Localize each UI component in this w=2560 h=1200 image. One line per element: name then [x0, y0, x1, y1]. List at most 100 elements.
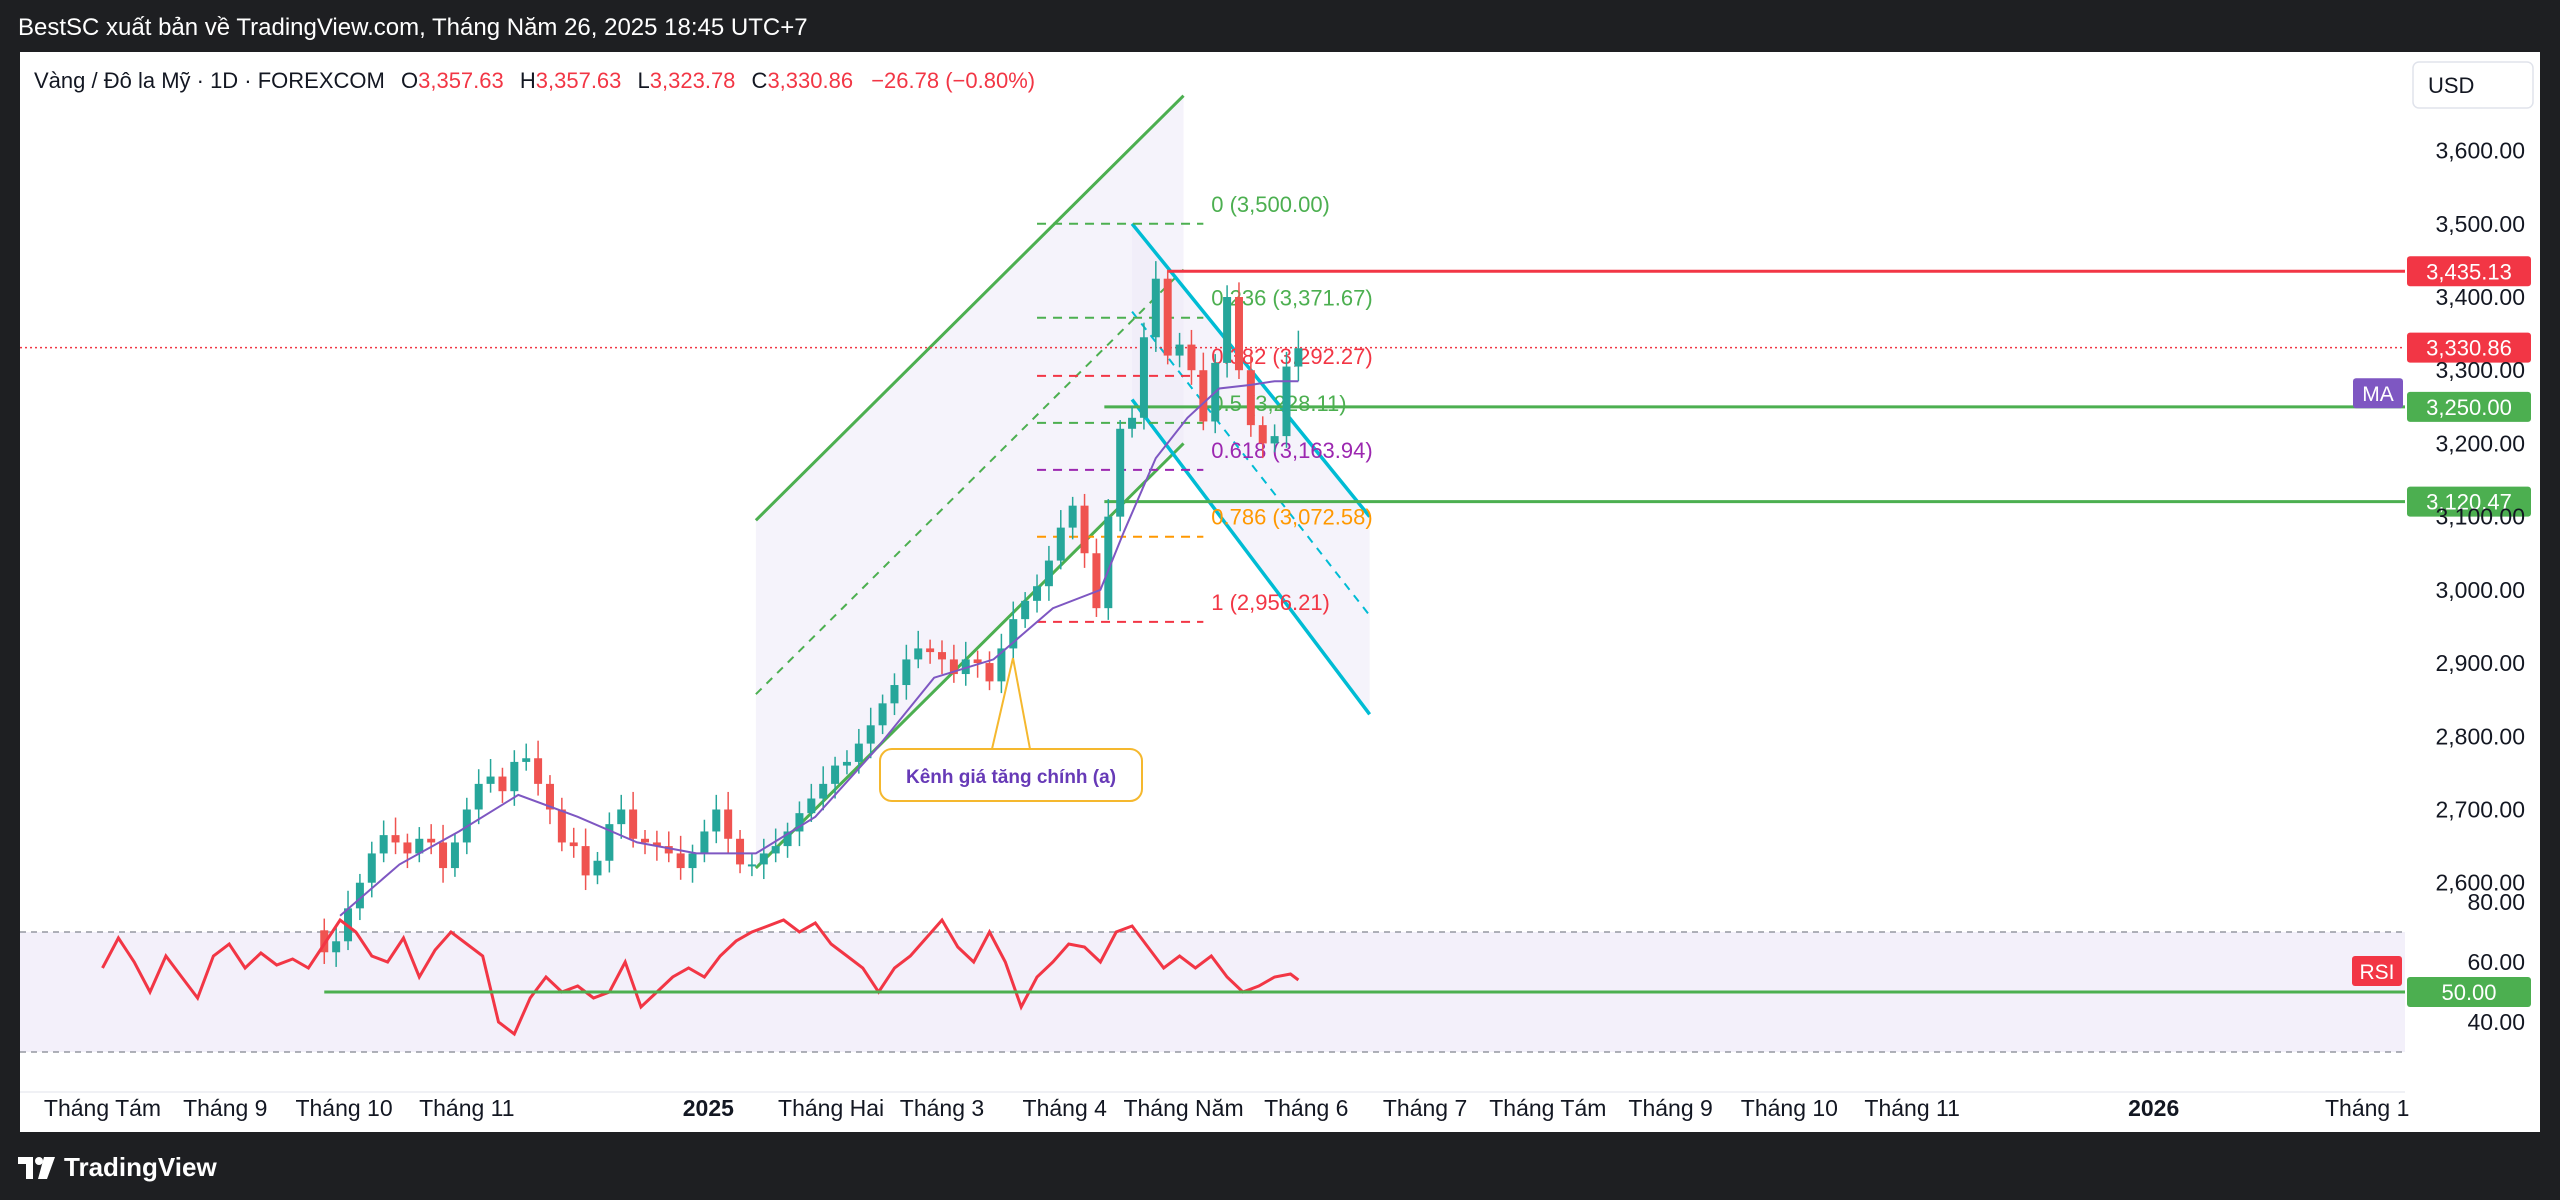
candle-body [712, 809, 721, 832]
candle-body [854, 743, 863, 762]
candle-body [450, 842, 459, 869]
candle-body [1175, 344, 1184, 356]
candle-body [545, 783, 554, 810]
y-tick-label: 2,700.00 [2435, 797, 2525, 823]
y-tick-label: 3,600.00 [2435, 138, 2525, 164]
y-tick-label: 3,300.00 [2435, 357, 2525, 383]
x-tick-label: 2026 [2128, 1095, 2179, 1121]
candle-body [831, 765, 840, 784]
candle-body [510, 761, 519, 792]
y-tick-label: 2,800.00 [2435, 723, 2525, 749]
candle-body [724, 809, 733, 839]
currency-label: USD [2428, 73, 2474, 98]
candle-body [617, 809, 626, 825]
x-tick-label: 2025 [683, 1095, 734, 1121]
candle-body [676, 853, 685, 869]
price-tag-label: 3,250.00 [2426, 395, 2512, 420]
rsi-y-tick-label: 40.00 [2467, 1009, 2525, 1035]
candle-body [1163, 278, 1172, 356]
current-price-tag: 3,330.86 [2426, 336, 2512, 361]
fib-level-label: 0 (3,500.00) [1211, 192, 1330, 217]
candle-body [1294, 348, 1303, 367]
candle-body [605, 824, 614, 861]
candle-body [1199, 370, 1208, 422]
fib-level-label: 0.786 (3,072.58) [1211, 505, 1372, 530]
candle-body [949, 659, 958, 675]
legend-high-label: H [520, 68, 536, 93]
x-tick-label: Tháng 6 [1264, 1095, 1348, 1121]
x-tick-label: Tháng 10 [295, 1095, 392, 1121]
candle-body [629, 809, 638, 839]
chart-panel[interactable]: 0 (3,500.00) 0.236 (3,371.67) 0.382 (3,292… [20, 52, 2540, 1132]
legend-high: 3,357.63 [536, 68, 622, 93]
candle-body [902, 659, 911, 686]
candle-body [819, 783, 828, 799]
fib-level-label: 1 (2,956.21) [1211, 590, 1330, 615]
legend-line: Vàng / Đô la Mỹ · 1D · FOREXCOM O3,357.6… [34, 68, 1035, 93]
legend-close: 3,330.86 [767, 68, 853, 93]
candle-body [1234, 297, 1243, 371]
candle-body [842, 761, 851, 766]
candle-body [391, 835, 400, 843]
candle-body [355, 882, 364, 909]
legend-open-label: O [401, 68, 418, 93]
candle-body [1021, 600, 1030, 620]
candle-body [1056, 527, 1065, 561]
x-tick-label: Tháng 1 [2325, 1095, 2409, 1121]
candle-body [1187, 344, 1196, 371]
ma-badge: MA [2362, 383, 2394, 406]
candle-body [973, 659, 982, 664]
candle-body [783, 831, 792, 847]
candle-body [807, 798, 816, 814]
x-tick-label: Tháng 10 [1741, 1095, 1838, 1121]
price-tag-label: 3,120.47 [2426, 490, 2512, 515]
annotation-callout: Kênh giá tăng chính (a) [879, 657, 1143, 802]
candle-body [320, 930, 329, 953]
y-tick-label: 3,500.00 [2435, 211, 2525, 237]
candle-body [664, 846, 673, 854]
candle-body [427, 838, 436, 843]
legend-close-label: C [752, 68, 768, 93]
publish-info: BestSC xuất bản về TradingView.com, Thán… [18, 14, 808, 41]
candle-body [1223, 297, 1232, 363]
candle-body [890, 685, 899, 704]
legend-low: 3,323.78 [650, 68, 736, 93]
rsi-y-tick-label: 80.00 [2467, 889, 2525, 915]
candle-body [1104, 516, 1113, 609]
legend-low-label: L [638, 68, 650, 93]
candle-body [736, 838, 745, 865]
x-tick-label: Tháng 3 [900, 1095, 984, 1121]
candle-body [652, 842, 661, 847]
y-tick-label: 2,900.00 [2435, 650, 2525, 676]
candle-body [914, 648, 923, 660]
candle-body [332, 941, 341, 953]
tradingview-logo-icon [18, 1156, 55, 1179]
currency-selector[interactable]: USD [2412, 61, 2534, 109]
candle-body [522, 758, 531, 762]
candle-body [474, 783, 483, 810]
y-tick-label: 3,400.00 [2435, 284, 2525, 310]
x-tick-label: Tháng 9 [183, 1095, 267, 1121]
rsi-level-tag-bg [2407, 977, 2531, 1007]
x-tick-label: Tháng 7 [1383, 1095, 1467, 1121]
fib-level-label: 0.5 (3,228.11) [1211, 391, 1346, 416]
candle-body [1282, 366, 1291, 437]
ma-badge-bg [2353, 378, 2403, 409]
legend-change: −26.78 (−0.80%) [871, 68, 1035, 93]
x-tick-label: Tháng Hai [778, 1095, 884, 1121]
down-channel-mid-line [1131, 311, 1371, 617]
candle-body [569, 842, 578, 847]
candle-body [1033, 586, 1042, 601]
candle-body [1068, 505, 1077, 528]
price-tag-bg [2407, 256, 2531, 287]
candle-body [1246, 370, 1255, 426]
x-tick-label: Tháng 11 [419, 1095, 514, 1121]
chart-svg[interactable]: 0 (3,500.00)0.236 (3,371.67)0.382 (3,292… [20, 52, 2540, 1132]
price-tag-bg [2407, 486, 2531, 517]
candle-body [759, 853, 768, 865]
candle-body [367, 853, 376, 883]
tradingview-logo[interactable]: TradingView [18, 1152, 217, 1183]
candle-body [1044, 560, 1053, 587]
candle-body [688, 853, 697, 869]
price-tag-label: 3,435.13 [2426, 259, 2512, 284]
